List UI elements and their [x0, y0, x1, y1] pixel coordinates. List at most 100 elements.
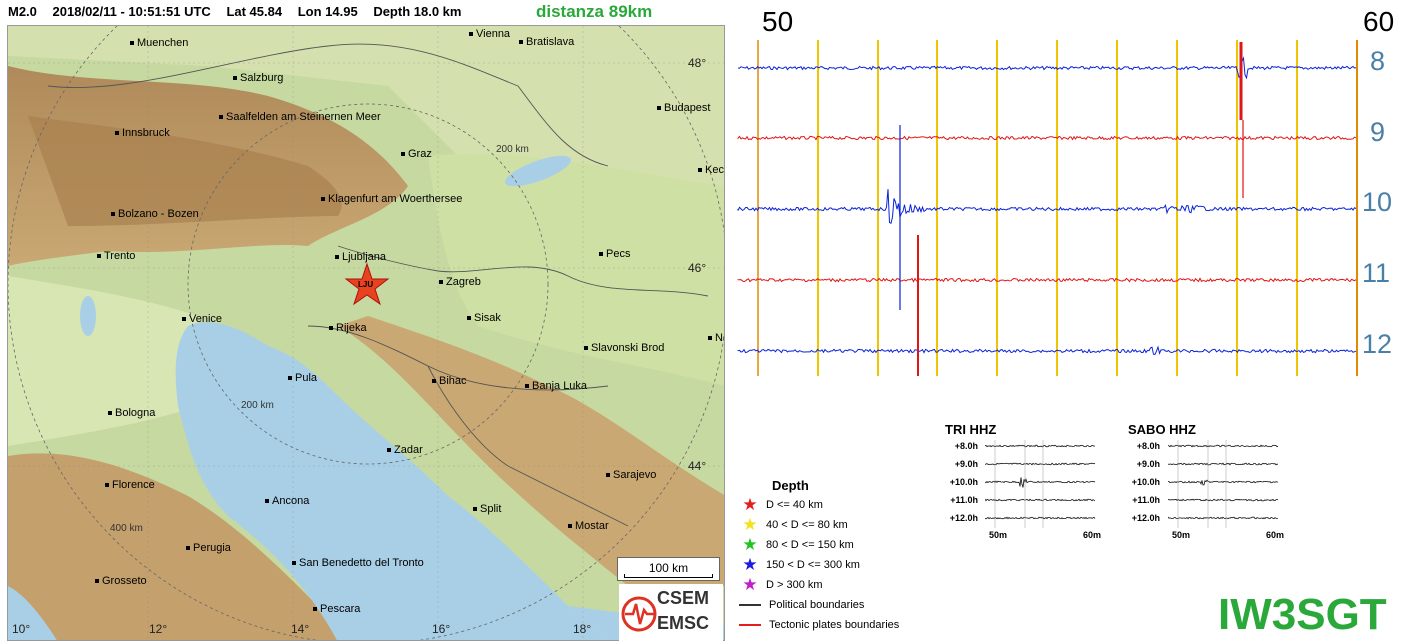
legend-item: ★ D > 300 km [742, 575, 823, 594]
city-marker: Trento [97, 250, 135, 262]
lon-label: 12° [149, 622, 168, 636]
mini-seismogram-title: TRI HHZ [945, 422, 997, 437]
mini-seismogram-plot [1168, 440, 1279, 528]
epicenter-star-icon[interactable] [344, 262, 390, 306]
star-icon: ★ [742, 515, 758, 534]
city-marker: Pecs [599, 248, 630, 260]
lon-label: 14° [291, 622, 310, 636]
mini-trace [985, 444, 1096, 448]
mini-trace [985, 462, 1096, 466]
mini-seismogram-plot [985, 440, 1096, 528]
latitude: Lat 45.84 [226, 4, 283, 19]
mini-row-label: +11.0h [950, 495, 978, 505]
legend-title: Depth [772, 478, 809, 493]
callsign: IW3SGT [1218, 590, 1387, 639]
legend-item: ★ 150 < D <= 300 km [742, 555, 860, 574]
map-terrain [8, 26, 724, 640]
mini-row-label: +12.0h [1131, 513, 1160, 523]
seismic-trace [737, 56, 1357, 80]
mini-row-label: +12.0h [949, 513, 978, 523]
radius-label: 200 km [241, 400, 274, 411]
mini-row-label: +9.0h [954, 459, 978, 469]
city-marker: Perugia [186, 542, 231, 554]
lon-label: 16° [432, 622, 451, 636]
city-marker: Graz [401, 148, 432, 160]
magnitude: M2.0 [8, 4, 37, 19]
mini-row-label: +11.0h [1132, 495, 1160, 505]
lat-label: 44° [688, 459, 707, 473]
city-marker: San Benedetto del Tronto [292, 557, 424, 569]
city-marker: Bolzano - Bozen [111, 208, 199, 220]
depth: Depth 18.0 km [373, 4, 462, 19]
mini-trace [1168, 462, 1278, 466]
legend-item: ★ D <= 40 km [742, 495, 823, 514]
mini-row-label: +8.0h [1136, 441, 1160, 451]
csem-emsc-logo: CSEM EMSC [619, 584, 723, 642]
mini-seismogram-title: SABO HHZ [1128, 422, 1196, 437]
city-marker: Mostar [568, 520, 609, 532]
distance-label: distanza 89km [536, 2, 653, 21]
city-marker: Florence [105, 479, 155, 491]
city-marker: Banja Luka [525, 380, 587, 392]
lat-label: 46° [688, 261, 707, 275]
city-marker: Zagreb [439, 276, 481, 288]
mini-axis-end: 60m [1266, 530, 1285, 540]
mini-trace [985, 516, 1096, 520]
lon-label: 18° [573, 622, 592, 636]
line-swatch [739, 604, 761, 606]
city-marker: Ancona [265, 495, 309, 507]
line-swatch [739, 624, 761, 626]
mini-axis-start: 50m [1172, 530, 1191, 540]
seismic-trace [737, 345, 1357, 355]
star-icon: ★ [742, 575, 758, 594]
seismic-trace [737, 277, 1357, 283]
mini-trace [985, 498, 1096, 502]
city-marker: Bihac [432, 375, 467, 387]
mini-trace [985, 477, 1096, 488]
legend-line-item: Tectonic plates boundaries [739, 619, 899, 631]
legend-line-item: Political boundaries [739, 599, 864, 611]
city-marker: Grosseto [95, 575, 147, 587]
city-marker: Bologna [108, 407, 155, 419]
mini-row-label: +10.0h [949, 477, 978, 487]
city-marker: Salzburg [233, 72, 283, 84]
minute-end-label: 60 [1363, 6, 1395, 37]
legend-item: ★ 80 < D <= 150 km [742, 535, 854, 554]
csem-globe-icon [621, 596, 657, 632]
mini-axis-start: 50m [989, 530, 1008, 540]
star-icon: ★ [742, 535, 758, 554]
hour-label: 12 [1362, 329, 1393, 359]
city-marker: Budapest [657, 102, 710, 114]
logo-csem-text: CSEM [657, 588, 710, 608]
mini-trace [1168, 444, 1279, 448]
city-marker: Zadar [387, 444, 423, 456]
city-marker: Pescara [313, 603, 360, 615]
radius-label: 400 km [110, 523, 143, 534]
city-marker: Sisak [467, 312, 501, 324]
city-marker: Venice [182, 313, 222, 325]
city-marker: Saalfelden am Steinernen Meer [219, 111, 381, 123]
city-marker: Sarajevo [606, 469, 656, 481]
mini-axis-end: 60m [1083, 530, 1102, 540]
mini-row-label: +8.0h [954, 441, 978, 451]
star-icon: ★ [742, 495, 758, 514]
event-header: M2.0 2018/02/11 - 10:51:51 UTC Lat 45.84… [8, 4, 473, 19]
city-marker: Pula [288, 372, 317, 384]
hour-label: 8 [1370, 46, 1386, 76]
minute-start-label: 50 [762, 6, 794, 37]
scale-bar-line [624, 574, 713, 578]
radius-label: 200 km [496, 144, 529, 155]
event-datetime: 2018/02/11 - 10:51:51 UTC [52, 4, 211, 19]
legend-item: ★ 40 < D <= 80 km [742, 515, 848, 534]
scale-bar: 100 km [617, 557, 720, 581]
city-marker: Rijeka [329, 322, 367, 334]
epicenter-label: LJU [358, 280, 374, 289]
star-icon: ★ [742, 555, 758, 574]
hour-label: 10 [1362, 187, 1393, 217]
city-marker: Klagenfurt am Woerthersee [321, 193, 462, 205]
lat-label: 48° [688, 56, 707, 70]
mini-row-label: +9.0h [1136, 459, 1160, 469]
city-marker: Muenchen [130, 37, 188, 49]
hour-label: 11 [1362, 258, 1391, 288]
longitude: Lon 14.95 [297, 4, 358, 19]
